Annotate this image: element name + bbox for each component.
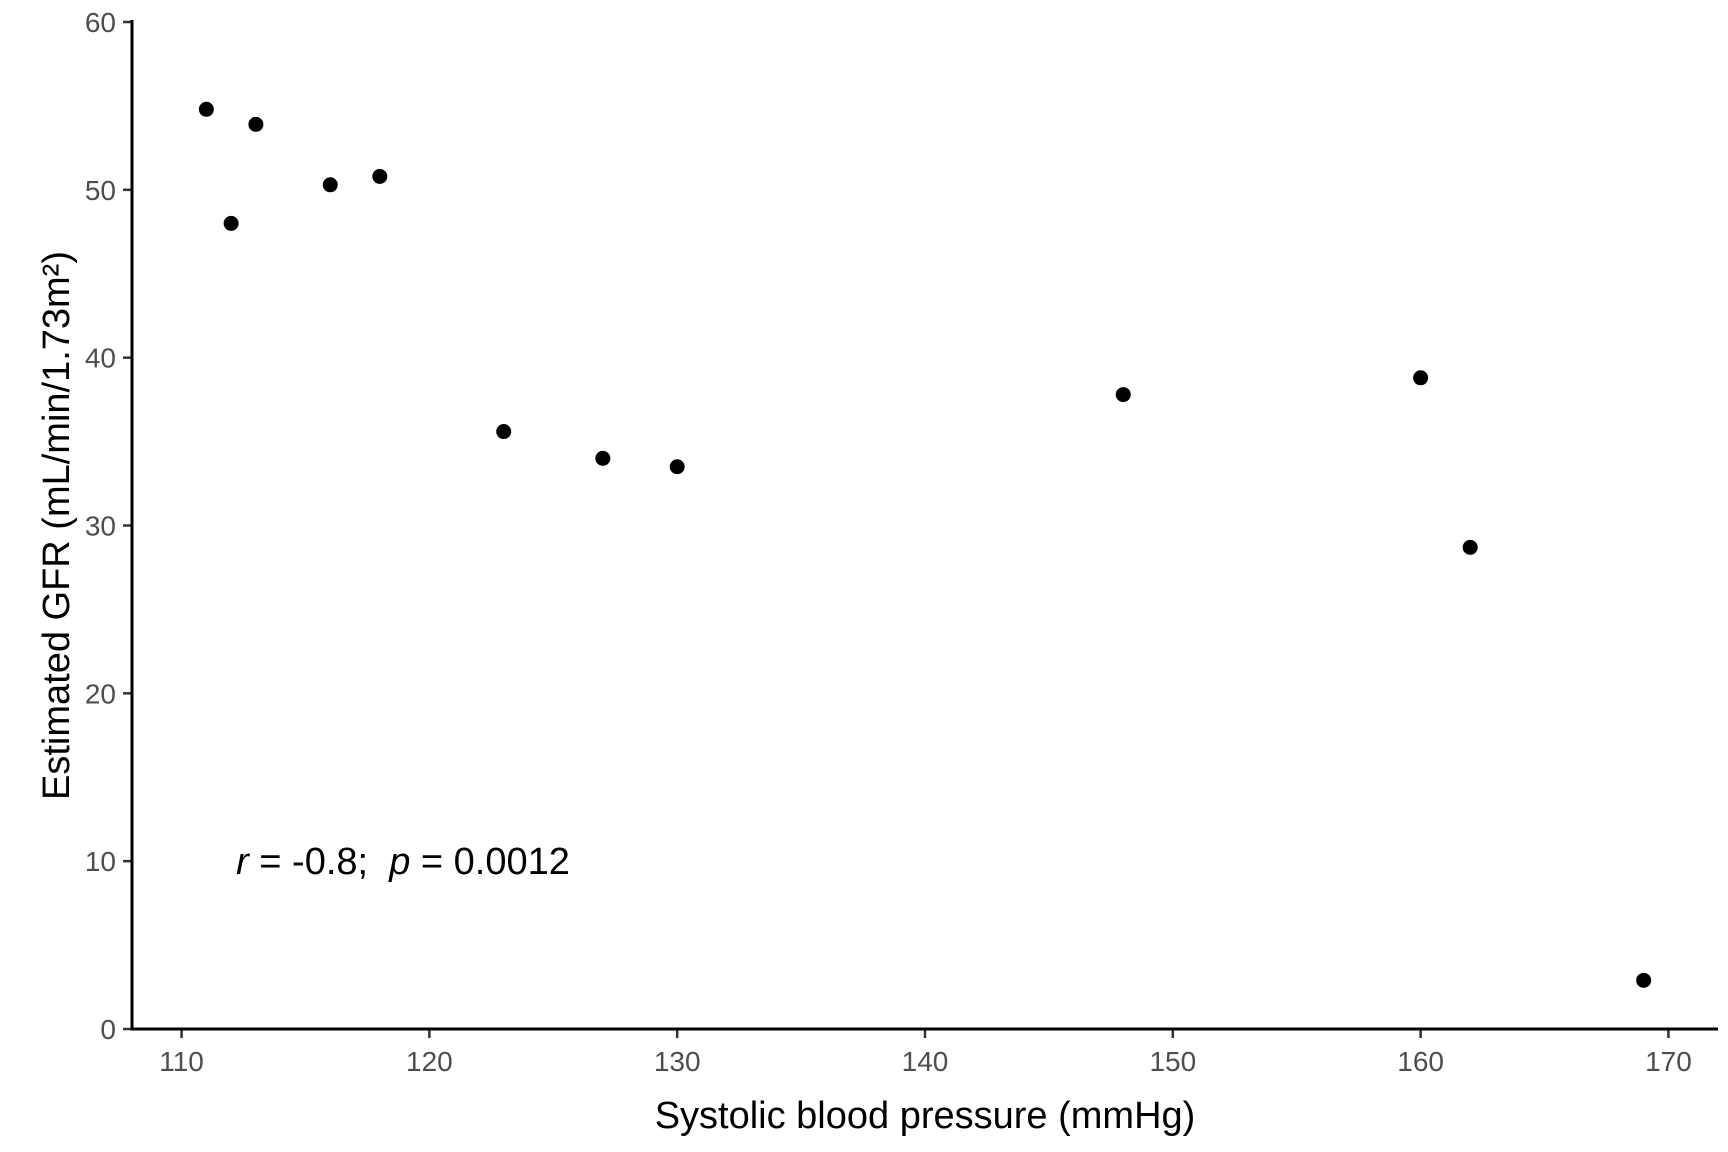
y-tick-label: 40 xyxy=(85,343,116,374)
y-tick-label: 50 xyxy=(85,175,116,206)
x-tick-label: 130 xyxy=(654,1046,701,1077)
x-axis-title: Systolic blood pressure (mmHg) xyxy=(655,1095,1196,1137)
data-point xyxy=(595,450,611,466)
x-tick-label: 140 xyxy=(902,1046,949,1077)
data-points xyxy=(198,101,1652,988)
data-point xyxy=(198,101,214,117)
p-value: = 0.0012 xyxy=(410,841,570,883)
correlation-annotation: r = -0.8; p = 0.0012 xyxy=(236,841,570,883)
data-point xyxy=(669,459,685,475)
x-tick-label: 160 xyxy=(1397,1046,1444,1077)
y-tick-label: 20 xyxy=(85,678,116,709)
y-axis-title: Estimated GFR (mL/min/1.73m²) xyxy=(36,251,78,800)
data-point xyxy=(322,177,338,193)
y-axis-ticks: 0 10 20 30 40 50 60 xyxy=(85,7,132,1045)
data-point xyxy=(372,168,388,184)
x-tick-label: 170 xyxy=(1645,1046,1692,1077)
data-point xyxy=(1462,539,1478,555)
data-point xyxy=(1636,972,1652,988)
data-point xyxy=(223,215,239,231)
y-tick-label: 30 xyxy=(85,511,116,542)
y-tick-label: 60 xyxy=(85,7,116,38)
y-tick-label: 10 xyxy=(85,846,116,877)
x-axis-ticks: 110 120 130 140 150 160 170 xyxy=(159,1029,1692,1077)
r-value: = -0.8; xyxy=(249,841,389,883)
x-tick-label: 120 xyxy=(406,1046,453,1077)
x-tick-label: 110 xyxy=(159,1046,204,1077)
data-point xyxy=(1413,370,1429,386)
x-tick-label: 150 xyxy=(1149,1046,1196,1077)
data-point xyxy=(1115,387,1131,403)
data-point xyxy=(248,116,264,132)
p-symbol: p xyxy=(388,841,410,883)
data-point xyxy=(496,424,512,440)
y-tick-label: 0 xyxy=(100,1014,116,1045)
r-symbol: r xyxy=(236,841,250,883)
